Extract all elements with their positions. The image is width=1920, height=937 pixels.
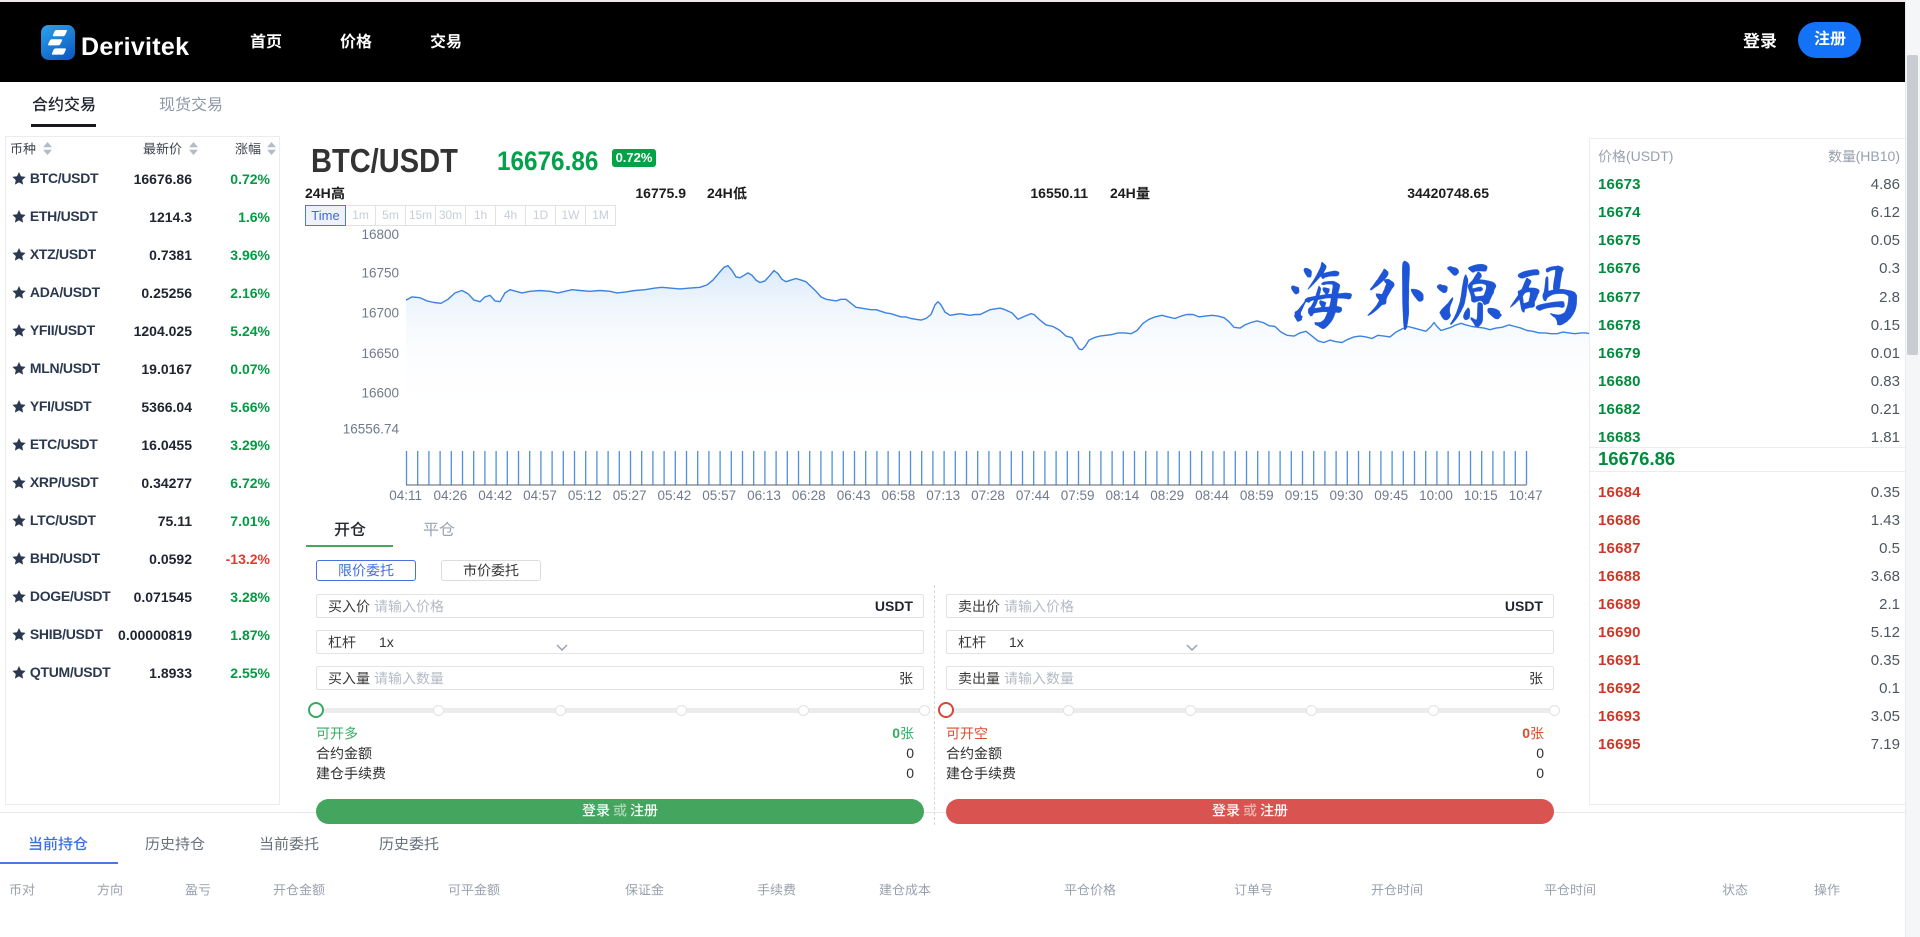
svg-text:09:15: 09:15 [1285, 488, 1319, 503]
svg-text:10:00: 10:00 [1419, 488, 1453, 503]
svg-text:10:15: 10:15 [1464, 488, 1498, 503]
svg-text:06:28: 06:28 [792, 488, 826, 503]
svg-text:09:30: 09:30 [1330, 488, 1364, 503]
svg-text:16700: 16700 [361, 306, 399, 321]
svg-text:05:42: 05:42 [658, 488, 692, 503]
svg-text:16556.74: 16556.74 [343, 422, 400, 437]
svg-text:09:45: 09:45 [1374, 488, 1408, 503]
svg-text:16600: 16600 [361, 386, 399, 401]
svg-text:06:58: 06:58 [882, 488, 916, 503]
svg-text:16800: 16800 [361, 227, 399, 242]
svg-text:07:44: 07:44 [1016, 488, 1050, 503]
svg-text:08:14: 08:14 [1106, 488, 1140, 503]
svg-text:04:57: 04:57 [523, 488, 557, 503]
svg-text:08:29: 08:29 [1150, 488, 1184, 503]
svg-text:06:43: 06:43 [837, 488, 871, 503]
svg-text:16750: 16750 [361, 266, 399, 281]
svg-text:05:27: 05:27 [613, 488, 647, 503]
svg-text:16650: 16650 [361, 346, 399, 361]
svg-text:05:57: 05:57 [702, 488, 736, 503]
svg-text:07:28: 07:28 [971, 488, 1005, 503]
svg-text:06:13: 06:13 [747, 488, 781, 503]
svg-text:04:26: 04:26 [434, 488, 468, 503]
svg-text:07:13: 07:13 [926, 488, 960, 503]
svg-text:08:44: 08:44 [1195, 488, 1229, 503]
svg-text:07:59: 07:59 [1061, 488, 1095, 503]
svg-text:04:42: 04:42 [478, 488, 512, 503]
svg-text:10:47: 10:47 [1509, 488, 1543, 503]
svg-text:05:12: 05:12 [568, 488, 602, 503]
svg-text:08:59: 08:59 [1240, 488, 1274, 503]
svg-text:04:11: 04:11 [389, 488, 422, 503]
